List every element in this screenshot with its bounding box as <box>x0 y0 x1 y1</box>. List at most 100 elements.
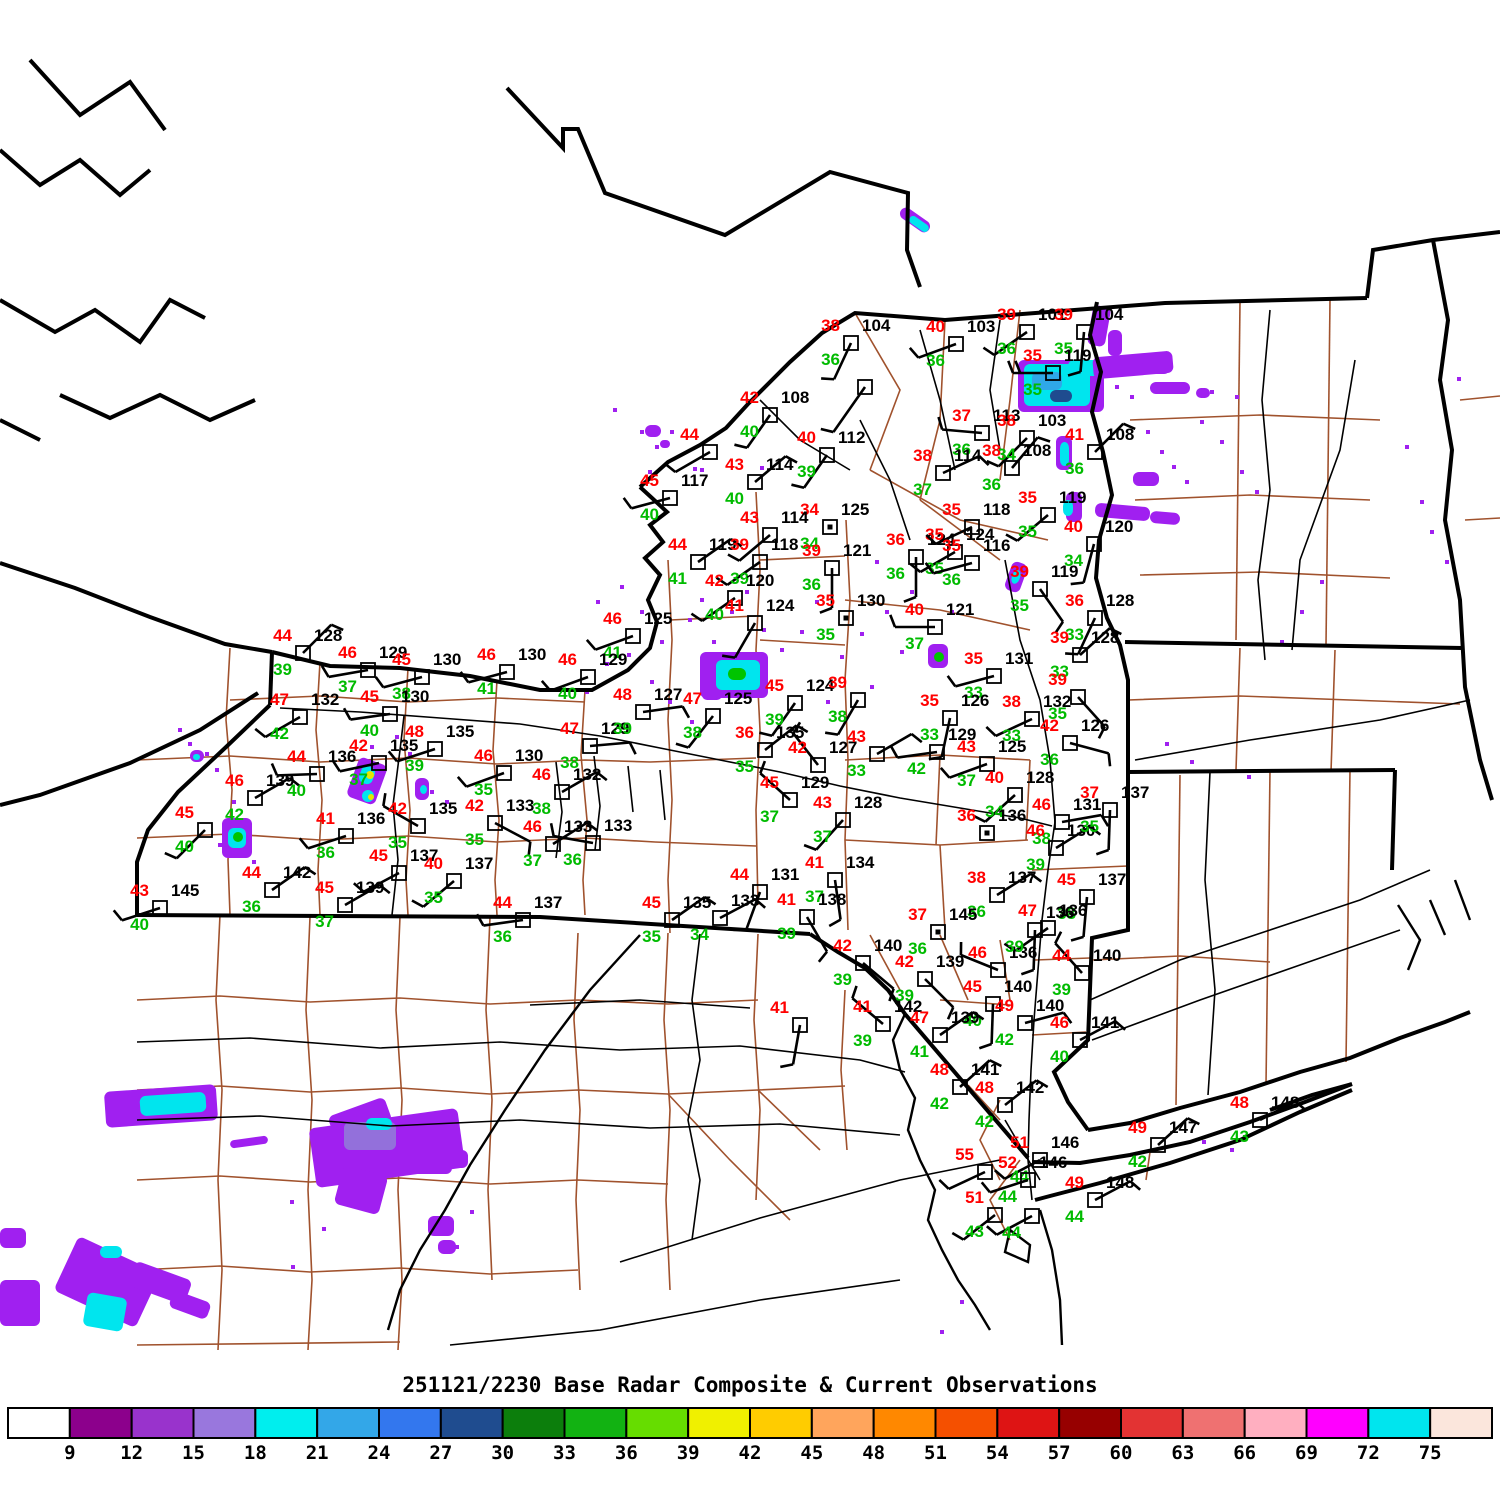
station-dewpoint: 34 <box>997 445 1016 464</box>
radar-echo <box>1050 390 1072 402</box>
station-square <box>712 910 728 926</box>
station-dewpoint: 36 <box>908 939 927 958</box>
wind-barb-tick <box>164 851 178 860</box>
station-pressure: 117 <box>681 471 708 490</box>
station-square <box>1087 610 1103 626</box>
radar-speck <box>1185 480 1189 484</box>
station-square <box>487 815 503 831</box>
colorbar-segment <box>625 1407 690 1439</box>
radar-speck <box>690 720 694 724</box>
station-plot: 38 33 132 <box>985 692 1071 745</box>
station-dewpoint: 33 <box>1050 662 1069 681</box>
station-temperature: 41 <box>770 998 789 1017</box>
radar-speck <box>290 1200 294 1204</box>
wind-barb-tick <box>759 731 773 738</box>
station-square <box>752 554 768 570</box>
station-temperature: 46 <box>968 943 987 962</box>
station-square <box>309 766 325 782</box>
radar-echo <box>1196 388 1210 398</box>
radar-speck <box>1280 640 1284 644</box>
station-dewpoint: 42 <box>270 724 289 743</box>
radar-speck <box>1220 440 1224 444</box>
station-square <box>247 790 263 806</box>
station-plot: 42 35 135 <box>382 792 457 852</box>
colorbar-segment <box>1367 1407 1432 1439</box>
station-plot: 44 39 140 <box>1052 931 1121 999</box>
radar-speck <box>205 752 209 756</box>
station-plot: 39 35 <box>1048 670 1106 739</box>
radar-speck <box>800 630 804 634</box>
station-dewpoint: 36 <box>926 351 945 370</box>
radar-speck <box>960 1300 964 1304</box>
wind-barb-staff <box>175 829 206 860</box>
station-plot: 44 36 137 <box>475 893 562 946</box>
wind-barb-tick <box>1070 935 1084 942</box>
wind-barb-tick <box>903 595 917 603</box>
wind-barb-staff <box>792 732 820 766</box>
radar-speck <box>648 470 652 474</box>
wind-barb-tick <box>1067 370 1081 377</box>
wind-barb-tick <box>986 459 1000 468</box>
station-plot: 43 40 145 <box>112 881 199 934</box>
station-dewpoint: 36 <box>493 927 512 946</box>
radar-speck <box>885 610 889 614</box>
station-pressure: 135 <box>683 893 711 912</box>
station-pressure: 104 <box>1095 305 1124 324</box>
station-plot: 42 37 135 <box>331 736 418 789</box>
radar-speck <box>215 768 219 772</box>
station-square <box>850 692 866 708</box>
station-temperature: 37 <box>1080 783 1099 802</box>
station-pressure: 135 <box>446 722 474 741</box>
wind-barb-tick <box>1007 360 1015 374</box>
station-dewpoint: 39 <box>1052 980 1071 999</box>
colorbar-label: 18 <box>244 1442 267 1464</box>
station-plot: 48 42 141 <box>930 1059 1002 1113</box>
station-dewpoint: 35 <box>925 559 944 578</box>
station-plot: 41 <box>770 998 808 1069</box>
radar-speck <box>1230 1148 1234 1152</box>
station-dewpoint: 43 <box>1230 1127 1249 1146</box>
wind-barb-tick <box>374 676 385 689</box>
radar-speck <box>455 1245 459 1249</box>
station-pressure: 148 <box>1106 1173 1134 1192</box>
rivers-and-roads <box>136 309 1472 1346</box>
station-dot <box>843 615 849 621</box>
station-square <box>360 662 376 678</box>
wind-barb-staff <box>697 537 732 564</box>
radar-echo <box>169 1291 211 1319</box>
wind-barb-tick <box>1054 621 1065 634</box>
station-temperature: 38 <box>821 316 840 335</box>
station-plot: 43 37 128 <box>803 793 882 851</box>
station-dewpoint: 37 <box>805 887 824 906</box>
station-square <box>580 669 596 685</box>
station-plot: 40 34 120 <box>1064 517 1133 586</box>
station-temperature: 45 <box>315 878 334 897</box>
station-square <box>1076 324 1092 340</box>
station-dewpoint: 39 <box>730 569 749 588</box>
station-plot: 46 38 131 <box>1032 795 1110 848</box>
station-temperature: 44 <box>680 425 699 444</box>
station-pressure: 104 <box>862 316 891 335</box>
station-dot <box>827 524 833 530</box>
radar-echo <box>440 1150 468 1168</box>
wind-barb-staff <box>1157 1117 1189 1146</box>
wind-barb-tick <box>352 882 365 893</box>
station-pressure: 133 <box>506 796 534 815</box>
station-square <box>1045 365 1061 381</box>
station-plot: 45 40 117 <box>622 471 708 524</box>
station-square <box>1007 787 1023 803</box>
colorbar-label: 42 <box>739 1442 762 1464</box>
wind-barb-tick <box>586 821 599 832</box>
radar-speck <box>1146 430 1150 434</box>
colorbar-label: 36 <box>615 1442 638 1464</box>
station-square <box>1074 965 1090 981</box>
wind-barb-staff <box>642 705 683 714</box>
colorbar-segment <box>810 1407 875 1439</box>
station-temperature: 43 <box>847 727 866 746</box>
station-plot: 42 129 <box>889 725 976 778</box>
wind-barb-staff <box>759 772 791 801</box>
radar-echo <box>909 215 929 233</box>
station-dewpoint: 39 <box>853 1031 872 1050</box>
wind-barb-tick <box>924 562 935 575</box>
